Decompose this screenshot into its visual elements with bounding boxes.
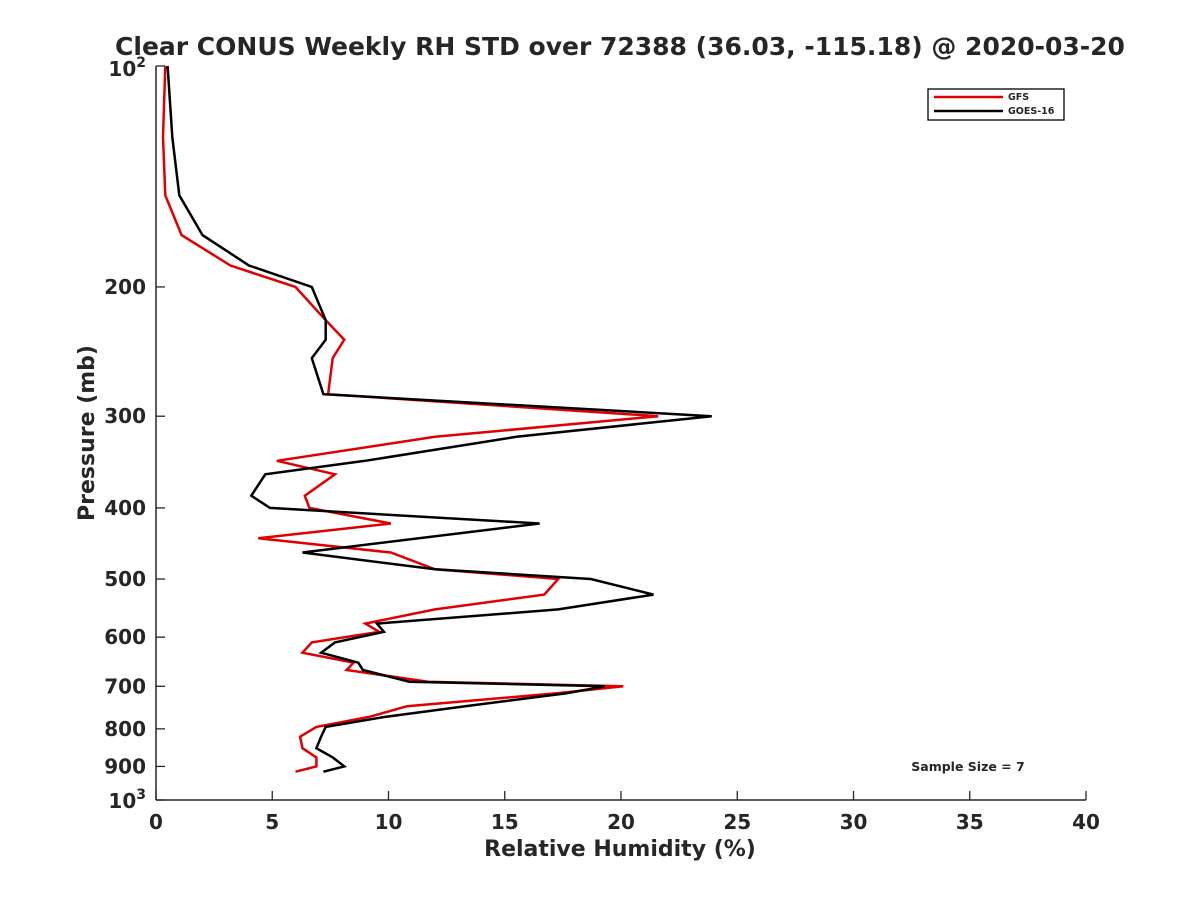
legend-gfs-label: GFS (1008, 92, 1029, 103)
y-tick-label: 500 (104, 567, 146, 591)
y-tick-label: 102 (108, 55, 146, 81)
x-tick-label: 40 (1072, 810, 1100, 834)
axes-layer: 0 5 10 15 20 25 30 35 40 102 200 300 400 500 600 700 800… (104, 55, 1100, 834)
y-tick-label: 200 (104, 275, 146, 299)
y-axis-label: Pressure (mb) (75, 345, 100, 521)
x-tick-label: 0 (149, 810, 163, 834)
x-tick-label: 30 (840, 810, 868, 834)
legend-goes-label: GOES-16 (1008, 106, 1055, 117)
y-tick-label: 700 (104, 674, 146, 698)
series-line-gfs (161, 65, 659, 773)
x-tick-label: 35 (956, 810, 984, 834)
y-tick-label: 103 (108, 787, 146, 813)
x-tick-label: 15 (491, 810, 519, 834)
legend: GFS GOES-16 (927, 88, 1065, 121)
x-tick-label: 25 (723, 810, 751, 834)
series-layer (161, 65, 712, 773)
chart-title: Clear CONUS Weekly RH STD over 72388 (36… (115, 32, 1125, 61)
y-tick-label: 900 (104, 754, 146, 778)
y-tick-label: 300 (104, 404, 146, 428)
y-tick-label: 600 (104, 625, 146, 649)
y-tick-label: 800 (104, 717, 146, 741)
y-tick-label: 400 (104, 496, 146, 520)
series-line-goes-16 (166, 65, 712, 773)
legend-box (927, 88, 1065, 121)
sample-size-annotation: Sample Size = 7 (911, 759, 1024, 774)
x-axis-label: Relative Humidity (%) (484, 837, 756, 862)
x-tick-label: 10 (375, 810, 403, 834)
x-tick-label: 5 (265, 810, 279, 834)
x-tick-label: 20 (607, 810, 635, 834)
